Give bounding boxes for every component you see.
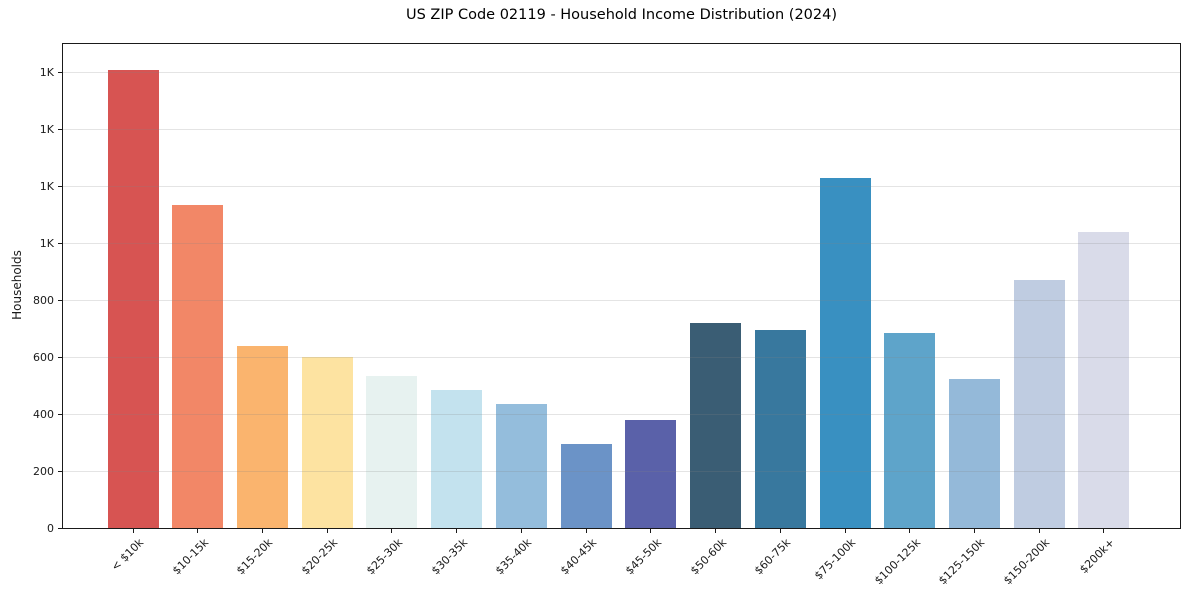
x-tick-mark — [844, 529, 846, 533]
x-tick-mark — [261, 529, 263, 533]
y-tick-label: 400 — [33, 407, 54, 421]
bar — [236, 346, 288, 528]
gridline — [63, 186, 1180, 188]
x-tick-mark — [520, 529, 522, 533]
bar — [172, 205, 224, 528]
x-tick-mark — [715, 529, 717, 533]
y-tick-label: 0 — [47, 521, 54, 535]
x-tick-mark — [973, 529, 975, 533]
plot-area — [62, 43, 1181, 529]
gridline — [63, 72, 1180, 74]
bar — [107, 70, 159, 528]
y-tick-mark — [58, 413, 62, 415]
x-tick-mark — [326, 529, 328, 533]
bar — [754, 330, 806, 528]
y-tick-label: 800 — [33, 293, 54, 307]
y-tick-mark — [58, 527, 62, 529]
y-tick-mark — [58, 242, 62, 244]
x-tick-mark — [132, 529, 134, 533]
y-tick-mark — [58, 128, 62, 130]
bar — [948, 379, 1000, 528]
x-tick-mark — [456, 529, 458, 533]
y-tick-mark — [58, 299, 62, 301]
chart-title: US ZIP Code 02119 - Household Income Dis… — [405, 7, 838, 23]
bar — [366, 376, 418, 528]
bar — [431, 390, 483, 528]
bar — [1078, 232, 1130, 528]
x-tick-mark — [585, 529, 587, 533]
gridline — [63, 243, 1180, 245]
x-tick-mark — [1103, 529, 1105, 533]
x-tick-mark — [1038, 529, 1040, 533]
gridline — [63, 300, 1180, 302]
y-tick-label: 200 — [33, 464, 54, 478]
y-tick-label: 1K — [39, 236, 54, 250]
gridline — [63, 357, 1180, 359]
bar — [884, 333, 936, 528]
bar — [819, 178, 871, 528]
gridline — [63, 129, 1180, 131]
gridline — [63, 471, 1180, 473]
bar — [495, 404, 547, 528]
bar — [301, 357, 353, 528]
y-tick-label: 600 — [33, 350, 54, 364]
bar — [625, 420, 677, 528]
x-tick-mark — [909, 529, 911, 533]
y-tick-label: 1K — [39, 65, 54, 79]
y-tick-label: 1K — [39, 179, 54, 193]
x-tick-mark — [197, 529, 199, 533]
bar — [690, 323, 742, 528]
bar — [1013, 280, 1065, 528]
y-tick-mark — [58, 356, 62, 358]
gridline — [63, 414, 1180, 416]
y-tick-mark — [58, 71, 62, 73]
y-tick-mark — [58, 470, 62, 472]
x-tick-mark — [391, 529, 393, 533]
x-tick-label: < $10k — [108, 536, 147, 574]
y-tick-label: 1K — [39, 122, 54, 136]
y-axis-label: Households — [10, 250, 24, 320]
bar — [560, 444, 612, 528]
y-tick-mark — [58, 185, 62, 187]
x-tick-mark — [650, 529, 652, 533]
x-tick-mark — [779, 529, 781, 533]
